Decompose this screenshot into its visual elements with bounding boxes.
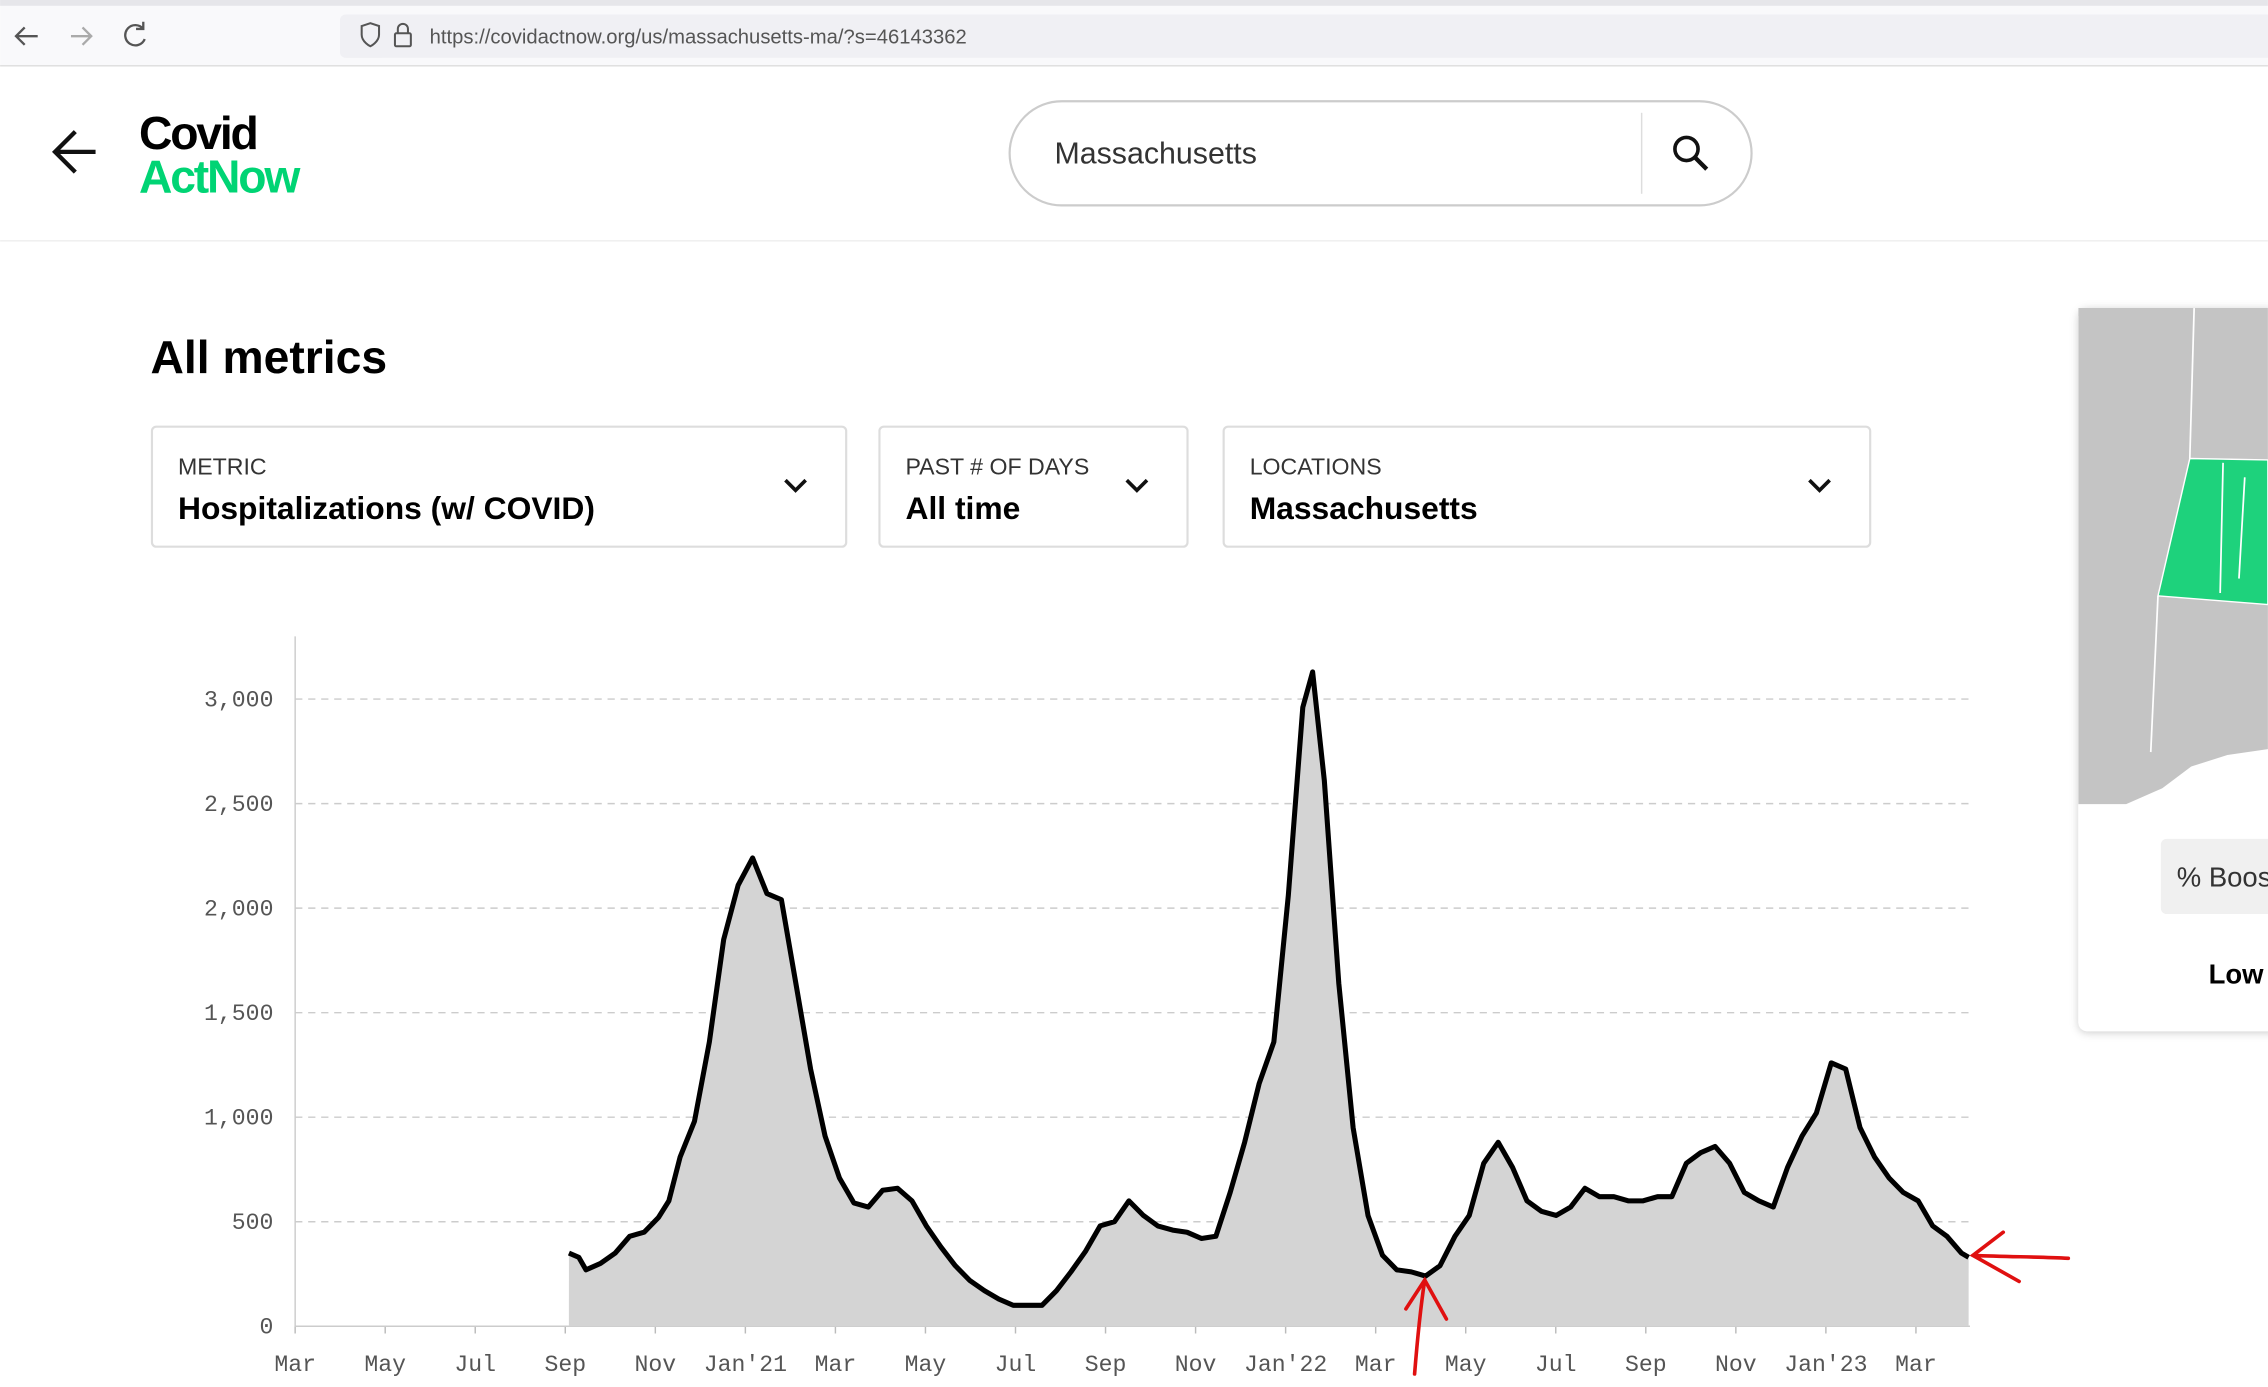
x-tick-label: May xyxy=(905,1352,947,1378)
line xyxy=(567,669,1970,1308)
lock-icon xyxy=(393,32,412,48)
dropdown[interactable] xyxy=(878,425,1189,548)
dropdown[interactable] xyxy=(1222,425,1872,548)
x-tick-label: May xyxy=(1445,1352,1487,1378)
url-text: https://covidactnow.org/us/massachusetts… xyxy=(430,26,967,48)
logo-actnow[interactable]: ActNow xyxy=(139,150,304,202)
x-tick-label: Jul xyxy=(454,1352,496,1378)
logo-covid[interactable]: Covid xyxy=(139,107,259,159)
metric-chip-text: % Boos xyxy=(2177,862,2268,893)
x-tick-label: Nov xyxy=(635,1352,677,1378)
level-text: Low xyxy=(2209,958,2265,989)
x-tick-label: Nov xyxy=(1175,1352,1217,1378)
dropdown-value: Massachusetts xyxy=(1250,490,1478,526)
x-tick-label: Mar xyxy=(1895,1352,1937,1378)
y-tick-label: 500 xyxy=(232,1210,274,1236)
map-borders xyxy=(2149,308,2246,753)
search-icon[interactable] xyxy=(1673,135,1700,163)
back-button[interactable] xyxy=(14,26,38,46)
y-tick-label: 2,000 xyxy=(204,896,273,922)
search-box[interactable] xyxy=(1008,100,1753,207)
reload-button[interactable] xyxy=(124,21,146,47)
x-tick-label: Jul xyxy=(1535,1352,1577,1378)
x-tick-label: Jan'23 xyxy=(1784,1352,1867,1378)
x-tick-label: May xyxy=(364,1352,406,1378)
y-tick-label: 3,000 xyxy=(204,687,273,713)
dropdown[interactable] xyxy=(150,425,848,548)
y-tick-label: 1,000 xyxy=(204,1105,273,1131)
url-bar[interactable] xyxy=(339,14,2268,58)
y-tick-label: 2,500 xyxy=(204,792,273,818)
search-text[interactable]: Massachusetts xyxy=(1054,137,1256,170)
annotation-arrow-up xyxy=(1404,1276,1449,1376)
dropdown-value: Hospitalizations (w/ COVID) xyxy=(178,490,595,526)
x-tick-label: Sep xyxy=(544,1352,586,1378)
x-tick-label: Jan'21 xyxy=(704,1352,787,1378)
dropdown-label: PAST # OF DAYS xyxy=(905,453,1089,479)
x-tick-label: Mar xyxy=(815,1352,857,1378)
x-tick-label: Sep xyxy=(1085,1352,1127,1378)
y-tick-label: 0 xyxy=(260,1314,274,1340)
dropdown-value: All time xyxy=(905,490,1020,526)
y-tick-label: 1,500 xyxy=(204,1001,273,1027)
shield-icon xyxy=(360,22,381,48)
x-tick-label: Mar xyxy=(1355,1352,1397,1378)
search-icon-handle xyxy=(1693,156,1709,171)
x-tick-label: Nov xyxy=(1715,1352,1757,1378)
dropdown-chevron xyxy=(1808,478,1831,493)
metric-chip[interactable] xyxy=(2160,838,2268,915)
dropdown-chevron xyxy=(784,478,807,493)
tab-strip xyxy=(0,0,2268,6)
annotation-arrow-left xyxy=(1969,1230,2071,1284)
dropdown-chevron xyxy=(1125,478,1149,493)
dropdown-label: METRIC xyxy=(178,453,267,479)
area xyxy=(568,671,1969,1327)
section-heading: All metrics xyxy=(151,331,388,383)
back-arrow[interactable] xyxy=(51,130,96,174)
dropdown-label: LOCATIONS xyxy=(1250,453,1382,479)
x-tick-label: Sep xyxy=(1625,1352,1667,1378)
forward-button[interactable] xyxy=(70,26,93,46)
x-tick-label: Jul xyxy=(995,1352,1037,1378)
x-tick-label: Mar xyxy=(274,1352,316,1378)
x-tick-label: Jan'22 xyxy=(1244,1352,1327,1378)
lock-shackle xyxy=(396,22,409,34)
